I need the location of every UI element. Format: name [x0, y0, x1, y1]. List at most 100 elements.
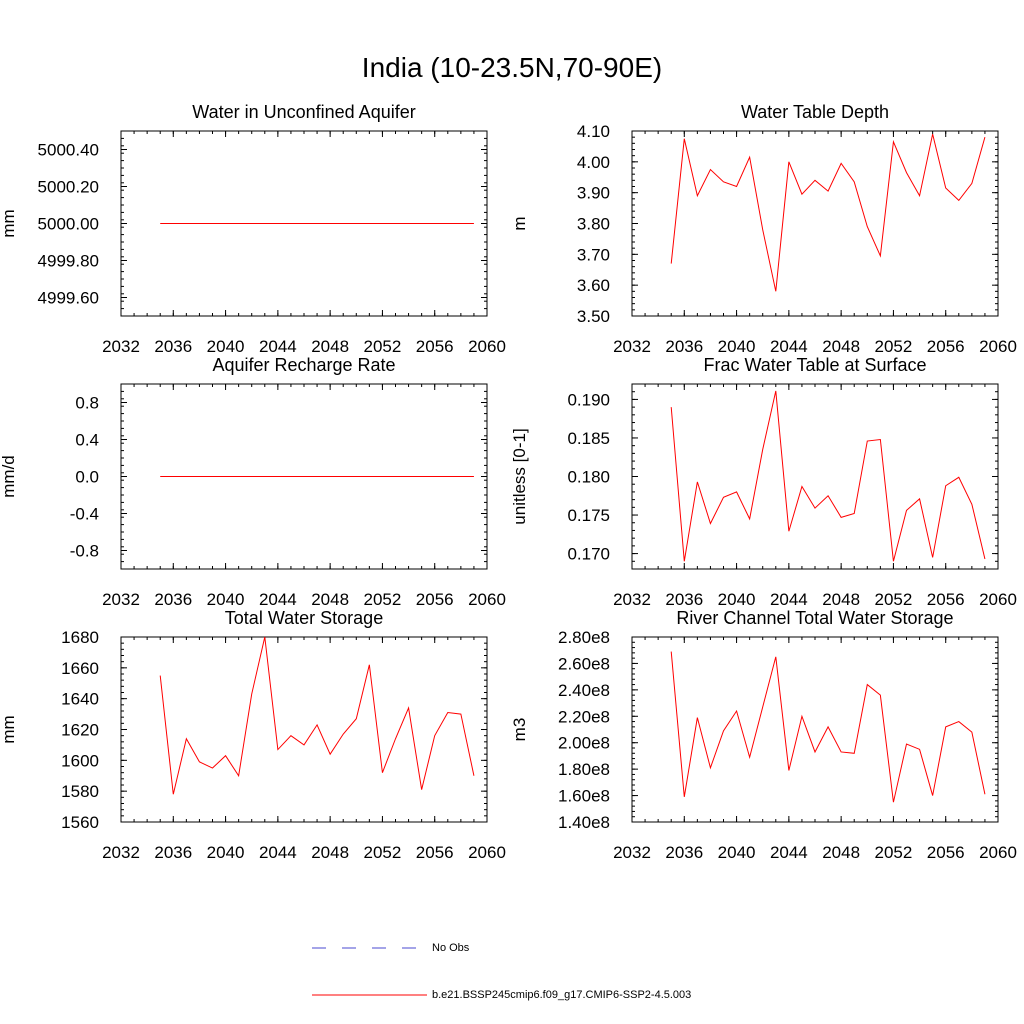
plot-frame [631, 130, 999, 317]
x-tick-label: 2032 [613, 590, 651, 609]
y-tick-label: 1.40e8 [558, 813, 610, 832]
x-tick-label: 2052 [364, 590, 402, 609]
x-tick-label: 2056 [416, 590, 454, 609]
x-tick-label: 2052 [364, 843, 402, 862]
y-tick-label: 0.8 [75, 394, 99, 413]
chart-panel-3: Aquifer Recharge Rate mm/d 2032 2036 2040 204… [0, 355, 506, 609]
x-tick-label: 2060 [468, 337, 506, 356]
x-tick-label: 2044 [259, 843, 297, 862]
series-line [670, 133, 986, 292]
y-tick-label: 4.10 [577, 122, 610, 141]
chart-title: Water Table Depth [741, 102, 889, 122]
y-tick-label: 1.60e8 [558, 787, 610, 806]
chart-title: Total Water Storage [225, 608, 383, 628]
y-tick-label: 3.70 [577, 245, 610, 264]
y-tick-label: 2.60e8 [558, 654, 610, 673]
y-axis-label: m [510, 216, 529, 230]
series-line [159, 636, 475, 795]
x-tick-label: 2048 [311, 337, 349, 356]
x-tick-label: 2036 [665, 337, 703, 356]
y-tick-label: 5000.20 [38, 178, 99, 197]
chart-panel-2: Water Table Depth m 2032 2036 2040 2044 2048 20… [510, 102, 1017, 356]
x-tick-label: 2048 [311, 590, 349, 609]
y-tick-label: 1580 [61, 782, 99, 801]
y-tick-label: 0.190 [567, 390, 610, 409]
y-tick-label: 0.185 [567, 429, 610, 448]
x-tick-label: 2032 [613, 337, 651, 356]
y-tick-label: 2.80e8 [558, 628, 610, 647]
x-tick-label: 2036 [665, 843, 703, 862]
y-tick-label: 3.80 [577, 215, 610, 234]
x-tick-label: 2048 [822, 843, 860, 862]
y-tick-label: 2.40e8 [558, 681, 610, 700]
y-axis-label: mm/d [0, 455, 18, 498]
x-tick-label: 2048 [311, 843, 349, 862]
y-tick-label: 3.60 [577, 276, 610, 295]
chart-panel-6: River Channel Total Water Storage m3 2032 2… [510, 608, 1017, 862]
x-tick-label: 2036 [154, 843, 192, 862]
x-tick-label: 2036 [665, 590, 703, 609]
y-tick-label: 2.00e8 [558, 734, 610, 753]
y-tick-label: 1600 [61, 751, 99, 770]
y-tick-label: 0.170 [567, 545, 610, 564]
x-tick-label: 2036 [154, 337, 192, 356]
x-tick-label: 2044 [770, 337, 808, 356]
y-tick-label: 2.20e8 [558, 707, 610, 726]
x-tick-label: 2040 [718, 590, 756, 609]
chart-panel-1: Water in Unconfined Aquifer mm 2032 2036 204… [0, 102, 506, 356]
x-tick-label: 2048 [822, 337, 860, 356]
x-tick-label: 2056 [416, 843, 454, 862]
y-axis-label: mm [0, 209, 18, 237]
x-tick-label: 2032 [102, 337, 140, 356]
chart-title: River Channel Total Water Storage [676, 608, 953, 628]
x-tick-label: 2040 [207, 590, 245, 609]
x-tick-label: 2052 [364, 337, 402, 356]
x-tick-label: 2056 [927, 843, 965, 862]
y-tick-label: -0.4 [70, 505, 99, 524]
chart-title: Aquifer Recharge Rate [212, 355, 395, 375]
y-tick-label: 4999.60 [38, 289, 99, 308]
y-tick-label: 1660 [61, 659, 99, 678]
legend-label-model: b.e21.BSSP245cmip6.f09_g17.CMIP6-SSP2-4.… [432, 989, 692, 1001]
series-line [670, 390, 986, 562]
y-tick-label: 1.80e8 [558, 760, 610, 779]
plot-frame [120, 636, 488, 823]
x-tick-label: 2044 [770, 843, 808, 862]
plot-frame [631, 383, 999, 570]
y-tick-label: 0.175 [567, 506, 610, 525]
x-tick-label: 2040 [718, 843, 756, 862]
x-tick-label: 2056 [927, 337, 965, 356]
legend-label-obs: No Obs [432, 942, 470, 954]
x-tick-label: 2048 [822, 590, 860, 609]
y-tick-label: 0.0 [75, 468, 99, 487]
x-tick-label: 2060 [468, 590, 506, 609]
y-tick-label: 4999.80 [38, 252, 99, 271]
x-tick-label: 2056 [416, 337, 454, 356]
x-tick-label: 2060 [468, 843, 506, 862]
y-tick-label: 1640 [61, 690, 99, 709]
y-tick-label: 1620 [61, 721, 99, 740]
x-tick-label: 2052 [875, 843, 913, 862]
x-tick-label: 2040 [207, 843, 245, 862]
series-line [670, 651, 986, 803]
y-axis-label: unitless [0-1] [510, 428, 529, 524]
page-title: India (10-23.5N,70-90E) [361, 52, 663, 83]
y-tick-label: 3.90 [577, 184, 610, 203]
plot-frame [631, 636, 999, 823]
y-tick-label: 4.00 [577, 153, 610, 172]
x-tick-label: 2032 [102, 843, 140, 862]
y-tick-label: 0.4 [75, 431, 99, 450]
x-tick-label: 2044 [770, 590, 808, 609]
y-axis-label: m3 [510, 718, 529, 742]
y-tick-label: 0.180 [567, 468, 610, 487]
y-tick-label: 1560 [61, 813, 99, 832]
x-tick-label: 2056 [927, 590, 965, 609]
chart-panel-4: Frac Water Table at Surface unitless [0-1… [510, 355, 1017, 609]
x-tick-label: 2060 [979, 337, 1017, 356]
x-tick-label: 2052 [875, 337, 913, 356]
x-tick-label: 2060 [979, 590, 1017, 609]
x-tick-label: 2040 [207, 337, 245, 356]
chart-title: Frac Water Table at Surface [703, 355, 926, 375]
y-axis-label: mm [0, 715, 18, 743]
chart-panel-5: Total Water Storage mm 2032 2036 2040 2044 204… [0, 608, 506, 862]
